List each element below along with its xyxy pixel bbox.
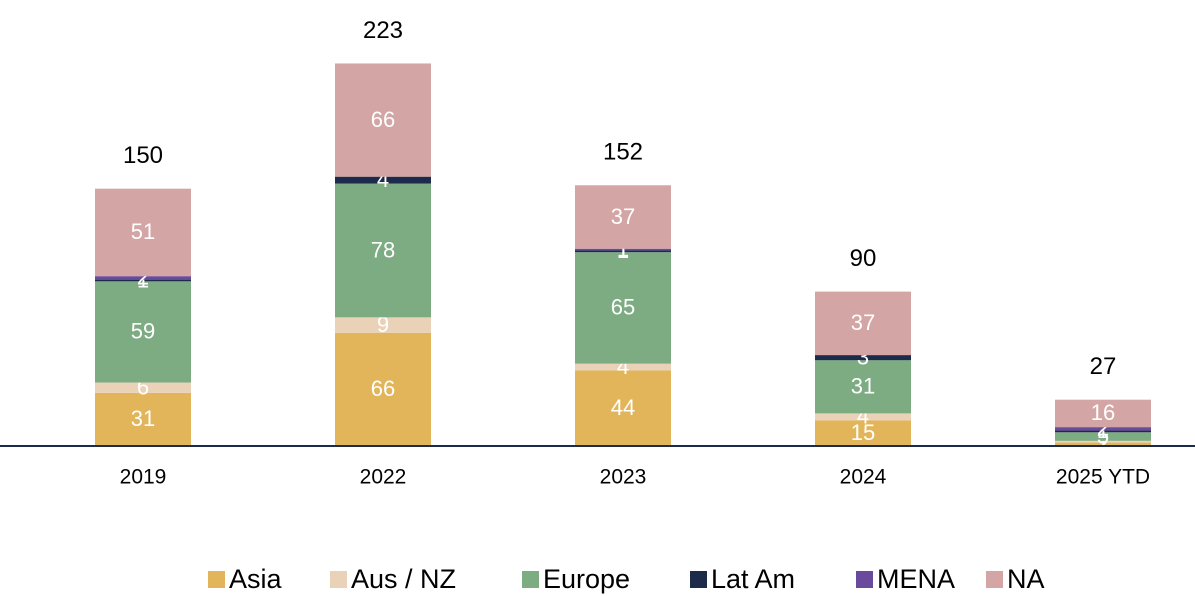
legend-label: NA — [1007, 564, 1045, 594]
bar-segment — [815, 413, 911, 421]
bar-segment — [575, 250, 671, 253]
bar-segment — [335, 332, 431, 446]
x-tick-label: 2024 — [840, 466, 887, 489]
x-tick-label: 2025 YTD — [1056, 466, 1150, 489]
data-label: 66 — [371, 376, 395, 401]
total-label: 27 — [1090, 353, 1117, 380]
x-tick-label: 2023 — [600, 466, 647, 489]
bar-segment — [335, 317, 431, 333]
bar-segment — [1055, 399, 1151, 428]
bar-segment — [575, 248, 671, 251]
legend-label: Lat Am — [711, 564, 795, 594]
total-label: 150 — [123, 142, 163, 169]
data-label: 65 — [611, 295, 635, 320]
bar-segment — [575, 370, 671, 446]
data-label: 51 — [131, 219, 155, 244]
data-label: 31 — [131, 406, 155, 431]
bar-segment — [1055, 430, 1151, 433]
bar-segment — [815, 355, 911, 361]
bar-segment — [575, 252, 671, 364]
data-label: 31 — [851, 374, 875, 399]
legend-swatch — [330, 571, 347, 588]
bar-segment — [95, 281, 191, 383]
legend-label: MENA — [877, 564, 955, 594]
legend-swatch — [690, 571, 707, 588]
x-tick-label: 2022 — [360, 466, 407, 489]
data-label: 16 — [1091, 400, 1115, 425]
legend-label: Europe — [543, 564, 630, 594]
data-label: 15 — [851, 420, 875, 445]
bar-segment — [335, 176, 431, 184]
legend-label: Asia — [229, 564, 283, 594]
bar-segment — [95, 188, 191, 277]
bar-segment — [1055, 442, 1151, 446]
total-label: 223 — [363, 17, 403, 44]
data-label: 78 — [371, 237, 395, 262]
data-label: 37 — [611, 204, 635, 229]
bar-segment — [95, 382, 191, 393]
data-label: 59 — [131, 319, 155, 344]
bar-segment — [575, 185, 671, 249]
bar-segment — [95, 276, 191, 280]
bar-segment — [1055, 427, 1151, 431]
legend-swatch — [856, 571, 873, 588]
bar-segment — [1055, 432, 1151, 441]
bar-segment — [1055, 440, 1151, 443]
bar-segment — [815, 291, 911, 356]
legend-swatch — [986, 571, 1003, 588]
bar-segment — [575, 363, 671, 371]
legend-swatch — [522, 571, 539, 588]
bar-segment — [95, 279, 191, 282]
data-label: 66 — [371, 107, 395, 132]
legend-swatch — [208, 571, 225, 588]
data-label: 44 — [611, 395, 635, 420]
total-label: 90 — [850, 245, 877, 272]
x-tick-label: 2019 — [120, 466, 167, 489]
bar-segment — [815, 360, 911, 414]
bar-segment — [95, 392, 191, 446]
bar-segment — [815, 420, 911, 446]
bar-segment — [335, 63, 431, 177]
total-label: 152 — [603, 139, 643, 166]
bar-segment — [335, 183, 431, 318]
data-label: 9 — [377, 312, 389, 337]
legend-label: Aus / NZ — [351, 564, 456, 594]
data-label: 37 — [851, 310, 875, 335]
